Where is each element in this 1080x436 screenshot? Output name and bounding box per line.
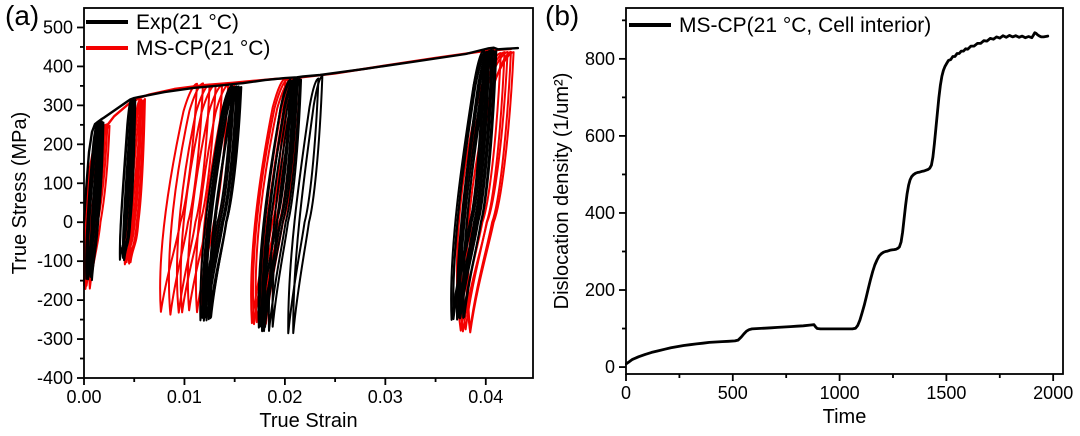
legend-item-mscp: MS-CP(21 °C) [86,35,270,61]
series-group [83,46,520,335]
hysteresis-loop [458,48,493,320]
series-line-0 [625,31,1050,366]
svg-text:800: 800 [585,49,615,69]
axis-ticks [619,19,1055,381]
hysteresis-loop [125,98,143,264]
hysteresis-loop [287,77,320,335]
legend-label-mscp: MS-CP(21 °C) [136,36,271,60]
x-axis-title: Time [823,406,867,428]
hysteresis-loop [123,98,137,261]
hysteresis-loop [450,51,487,321]
hysteresis-loop [267,78,301,332]
hysteresis-loop [201,86,236,319]
hysteresis-loop [127,99,145,265]
hysteresis-loop [263,77,299,328]
svg-text:2000: 2000 [1033,383,1073,403]
hysteresis-loop [260,78,298,332]
y-axis-title: True Stress (MPa) [9,112,31,275]
hysteresis-loop [89,120,103,278]
chart-a-stress-strain: 0.00 0.01 0.02 0.03 0.04 -400 -300 -200 -100 0 100… [9,7,534,432]
hysteresis-loop [90,121,105,282]
legend-item-exp: Exp(21 °C) [86,9,270,35]
hysteresis-loop [452,50,489,319]
hysteresis-loop [257,79,293,329]
y-axis-title: Dislocation density (1/um²) [551,73,573,310]
hysteresis-loop [86,119,102,281]
hysteresis-loop [159,82,198,313]
plot-frame [625,7,1064,375]
hysteresis-loop [459,49,495,319]
legend-line-sample-red [86,46,128,50]
series-backbone-1 [83,46,520,224]
svg-text:-400: -400 [37,368,73,388]
hysteresis-loop [207,86,243,321]
plot-frame [83,7,534,379]
chart-b-dislocation-density: 0 500 1000 1500 2000 0 200 400 600 800 Time Disloca… [551,7,1073,428]
legend-item-mscp-cell-interior: MS-CP(21 °C, Cell interior) [629,12,931,38]
svg-text:500: 500 [43,18,73,38]
svg-text:-100: -100 [37,251,73,271]
svg-text:0.00: 0.00 [66,387,101,407]
tick-labels: 0 500 1000 1500 2000 0 200 400 600 800 [585,49,1073,403]
panel-label-a: (a) [5,0,40,31]
legend-label-mscp-cell-interior: MS-CP(21 °C, Cell interior) [679,13,932,37]
hysteresis-loop [118,98,134,259]
svg-text:0.01: 0.01 [167,387,202,407]
svg-text:1000: 1000 [820,383,860,403]
hysteresis-loop [250,77,287,325]
svg-text:0.03: 0.03 [368,387,403,407]
svg-text:600: 600 [585,126,615,146]
hysteresis-loop [205,85,239,322]
hysteresis-loop [179,83,217,314]
legend-a: Exp(21 °C) MS-CP(21 °C) [86,9,270,61]
svg-text:0: 0 [621,383,631,403]
axis-ticks [77,26,487,385]
x-axis-title: True Strain [259,410,357,432]
svg-text:300: 300 [43,95,73,115]
svg-text:0.02: 0.02 [267,387,302,407]
tick-labels: 0.00 0.01 0.02 0.03 0.04 -400 -300 -200 -100 0 100… [37,18,503,408]
svg-text:200: 200 [43,134,73,154]
legend-label-exp: Exp(21 °C) [136,10,239,34]
hysteresis-loop [175,83,211,314]
svg-text:200: 200 [585,280,615,300]
svg-text:1500: 1500 [926,383,966,403]
panel-label-b: (b) [545,0,580,31]
hysteresis-loop [292,75,324,335]
hysteresis-loop [129,98,146,264]
series-group [625,31,1050,366]
hysteresis-loop [199,84,233,322]
svg-text:0.04: 0.04 [468,387,503,407]
svg-text:400: 400 [585,203,615,223]
svg-text:0: 0 [63,212,73,232]
hysteresis-loop [461,49,498,319]
legend-line-sample-black [86,20,128,24]
legend-b: MS-CP(21 °C, Cell interior) [629,12,931,38]
svg-text:-300: -300 [37,329,73,349]
svg-text:500: 500 [718,383,748,403]
svg-text:0: 0 [605,357,615,377]
legend-line-sample-black [629,23,671,27]
svg-text:-200: -200 [37,290,73,310]
svg-text:400: 400 [43,56,73,76]
hysteresis-loop [271,78,303,328]
svg-text:100: 100 [43,173,73,193]
